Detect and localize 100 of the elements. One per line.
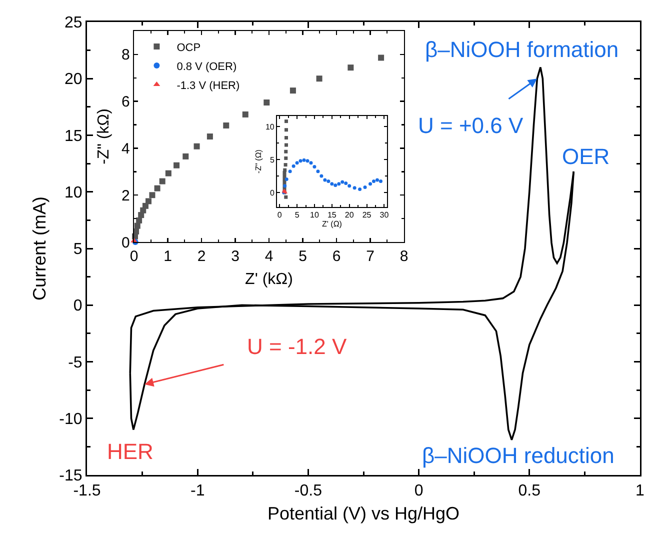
point	[352, 186, 356, 190]
point	[326, 180, 330, 184]
x-tick-label: 30	[380, 210, 390, 220]
x-tick-label: 25	[362, 210, 372, 220]
point	[146, 198, 152, 204]
legend-label: -1.3 V (HER)	[176, 80, 240, 92]
point	[290, 88, 296, 94]
point	[284, 156, 288, 160]
point	[142, 202, 148, 209]
annotation: U = +0.6 V	[418, 113, 524, 138]
point	[242, 111, 248, 118]
point	[283, 168, 287, 172]
point	[295, 161, 299, 165]
x-tick-label: 8	[400, 248, 408, 266]
x-tick-label: 10	[310, 210, 320, 220]
point	[375, 178, 379, 182]
point	[316, 76, 322, 82]
point	[159, 178, 166, 184]
point	[330, 182, 334, 186]
y-tick-label: 6	[121, 94, 130, 111]
point	[284, 120, 288, 124]
y-tick-label: 10	[64, 184, 82, 202]
y-tick-label: 2	[121, 187, 130, 204]
annotation: β–NiOOH reduction	[422, 443, 614, 468]
annotation: β–NiOOH formation	[425, 37, 619, 62]
y-tick-label: 15	[64, 128, 82, 145]
point	[282, 174, 286, 178]
y-axis-title: -Z" (Ω)	[254, 149, 264, 174]
x-axis-title: Z' (Ω)	[322, 220, 342, 229]
point	[194, 143, 200, 150]
x-tick-label: 2	[197, 248, 206, 266]
x-tick-label: -1.5	[73, 482, 101, 500]
x-tick-label: 0	[277, 210, 282, 220]
annotation: HER	[107, 439, 154, 464]
legend-label: 0.8 V (OER)	[176, 60, 237, 73]
y-axis-title: -Z" (kΩ)	[95, 108, 112, 164]
point	[264, 100, 270, 106]
annotation: OER	[562, 144, 610, 169]
point	[348, 184, 352, 188]
x-tick-label: -1	[190, 482, 205, 500]
point	[174, 162, 180, 168]
y-axis-title: Current (mA)	[30, 196, 50, 301]
x-tick-label: 6	[332, 248, 341, 266]
point	[288, 170, 292, 174]
x-tick-label: 1	[164, 248, 172, 266]
y-tick-label: 0	[73, 298, 82, 315]
point	[348, 64, 354, 71]
x-tick-label: 1	[636, 482, 645, 500]
point	[316, 170, 320, 174]
x-tick-label: 7	[366, 248, 374, 266]
point	[340, 180, 344, 184]
point	[302, 158, 306, 162]
x-tick-label: 3	[231, 248, 240, 266]
point	[165, 170, 172, 176]
point	[334, 183, 338, 187]
point	[282, 180, 286, 184]
point	[284, 128, 288, 132]
point	[358, 187, 362, 191]
point	[223, 122, 230, 128]
point	[154, 185, 160, 192]
point	[378, 54, 384, 61]
point	[284, 136, 288, 140]
y-tick-label: 8	[121, 46, 130, 64]
point	[372, 180, 376, 184]
y-tick-label: 10	[265, 122, 275, 132]
point	[206, 134, 213, 140]
point	[298, 159, 302, 163]
point	[149, 192, 156, 198]
legend-label: OCP	[176, 42, 201, 54]
x-tick-label: 5	[294, 210, 300, 220]
point	[292, 164, 296, 168]
y-tick-label: -5	[68, 354, 82, 372]
point	[378, 180, 382, 184]
y-tick-label: 4	[121, 140, 130, 158]
point	[309, 161, 313, 165]
x-tick-label: -0.5	[294, 482, 322, 500]
point	[320, 174, 324, 178]
x-axis-title: Z' (kΩ)	[245, 270, 293, 288]
y-tick-label: 0	[121, 234, 130, 252]
y-tick-label: 5	[270, 155, 275, 164]
point	[312, 165, 316, 169]
x-tick-label: 0.5	[518, 482, 541, 500]
point	[344, 182, 348, 186]
point	[337, 182, 341, 186]
y-tick-label: -10	[59, 410, 82, 428]
x-tick-label: 15	[327, 210, 337, 220]
point	[323, 178, 327, 182]
x-tick-label: 20	[344, 210, 354, 220]
y-tick-label: 0	[270, 188, 275, 198]
x-tick-label: 0	[414, 482, 424, 500]
point	[182, 153, 189, 160]
point	[306, 159, 310, 163]
x-axis-title: Potential (V) vs Hg/HgO	[267, 504, 460, 524]
point	[284, 163, 288, 167]
y-tick-label: 25	[64, 14, 82, 32]
point	[134, 222, 140, 229]
x-tick-label: 5	[298, 248, 307, 266]
annotation: U = -1.2 V	[247, 334, 347, 359]
point	[368, 182, 372, 186]
point	[284, 143, 288, 147]
